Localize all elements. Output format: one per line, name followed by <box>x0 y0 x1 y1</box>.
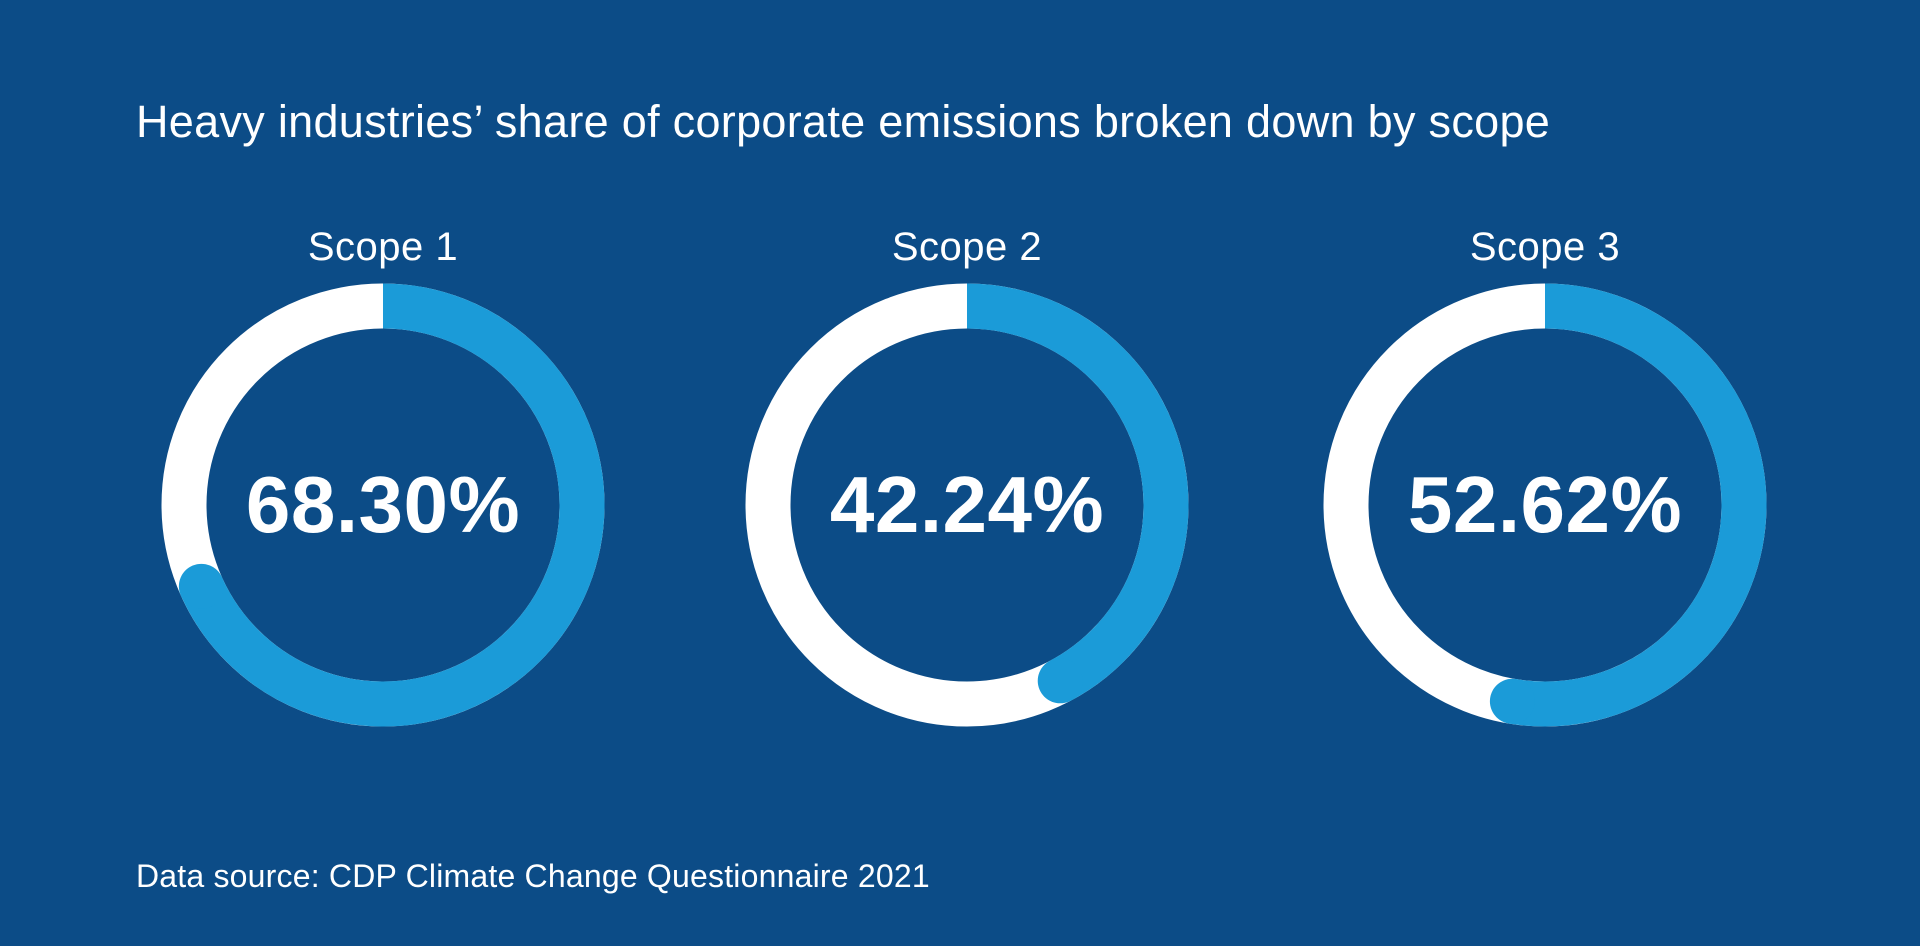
scope-3-label: Scope 3 <box>1469 225 1621 269</box>
donut-chart-scope-3: Scope 3 52.62% <box>1323 226 1767 727</box>
scope-1-label: Scope 1 <box>307 225 459 269</box>
scope-2-value: 42.24% <box>829 460 1105 549</box>
scope-3-donut-ring <box>1323 283 1767 727</box>
scope-1-donut-ring <box>161 283 605 727</box>
scope-2-donut: 42.24% <box>745 283 1189 727</box>
chart-title: Heavy industries’ share of corporate emi… <box>136 96 1551 147</box>
donut-chart-scope-2: Scope 2 42.24% <box>745 226 1189 727</box>
data-source-note: Data source: CDP Climate Change Question… <box>136 858 930 894</box>
scope-3-value: 52.62% <box>1407 460 1683 549</box>
scope-1-value: 68.30% <box>245 460 521 549</box>
scope-2-label: Scope 2 <box>891 225 1043 269</box>
scope-1-donut: 68.30% <box>161 283 605 727</box>
donut-chart-scope-1: Scope 1 68.30% <box>161 226 605 727</box>
scope-2-donut-ring <box>745 283 1189 727</box>
scope-3-donut: 52.62% <box>1323 283 1767 727</box>
